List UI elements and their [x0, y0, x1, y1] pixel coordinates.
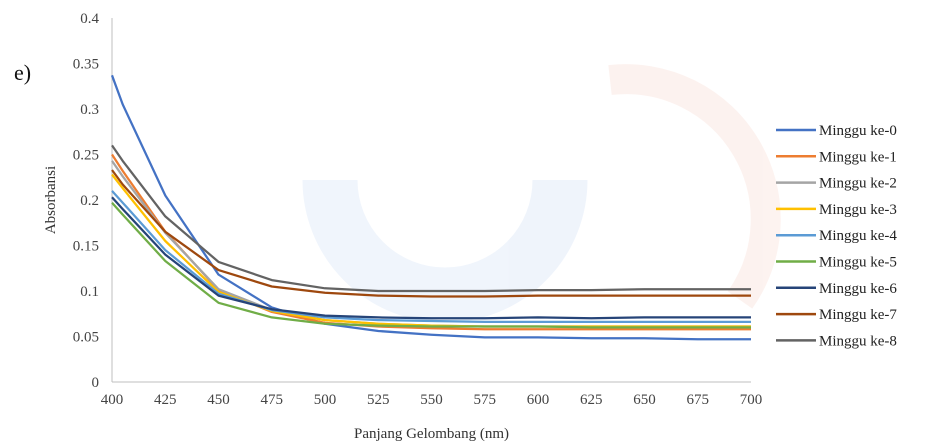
legend-entry: Minggu ke-2 [819, 176, 897, 192]
x-tick-label: 675 [687, 392, 710, 408]
y-tick-label: 0.25 [73, 148, 99, 164]
y-tick-label: 0.1 [80, 284, 99, 300]
legend-entry: Minggu ke-5 [819, 255, 897, 271]
y-tick-label: 0.05 [73, 330, 99, 346]
y-tick-label: 0.15 [73, 239, 99, 255]
background-watermark [302, 64, 781, 323]
x-tick-label: 625 [580, 392, 603, 408]
legend-entry: Minggu ke-0 [819, 123, 897, 139]
x-tick-label: 575 [474, 392, 497, 408]
x-axis-label: Panjang Gelombang (nm) [354, 426, 509, 442]
x-tick-label: 400 [101, 392, 124, 408]
series-line [110, 74, 751, 341]
x-tick-label: 650 [633, 392, 656, 408]
y-axis-label: Absorbansi [43, 166, 59, 234]
x-tick-label: 500 [314, 392, 337, 408]
x-tick-label: 525 [367, 392, 390, 408]
series-line [111, 169, 751, 298]
tick-labels: 0 0.05 0.1 0.15 0.2 0.25 0.3 0.35 0.4 400 425 450 47… [73, 11, 763, 408]
legend-entry: Minggu ke-1 [819, 149, 897, 165]
series-line [111, 201, 751, 329]
legend: Minggu ke-0 Minggu ke-1 Minggu ke-2 Minggu … [776, 123, 897, 349]
y-tick-label: 0.2 [80, 193, 99, 209]
x-tick-label: 450 [207, 392, 230, 408]
x-tick-label: 475 [261, 392, 284, 408]
panel-label: e) [14, 60, 32, 85]
y-tick-label: 0.35 [73, 57, 99, 73]
y-tick-label: 0.4 [80, 11, 99, 27]
x-tick-label: 600 [527, 392, 550, 408]
x-tick-label: 425 [154, 392, 177, 408]
y-tick-label: 0.3 [80, 102, 99, 118]
series-line [111, 190, 751, 324]
series-lines [110, 74, 751, 341]
series-line [111, 196, 751, 320]
x-tick-label: 550 [420, 392, 443, 408]
legend-entry: Minggu ke-7 [819, 307, 897, 323]
legend-entry: Minggu ke-4 [819, 228, 897, 244]
legend-entry: Minggu ke-3 [819, 202, 897, 218]
axes [111, 18, 751, 383]
legend-entry: Minggu ke-6 [819, 281, 897, 297]
series-line [111, 144, 751, 293]
legend-entry: Minggu ke-8 [819, 333, 897, 349]
x-tick-label: 700 [740, 392, 763, 408]
y-tick-label: 0 [92, 375, 100, 391]
